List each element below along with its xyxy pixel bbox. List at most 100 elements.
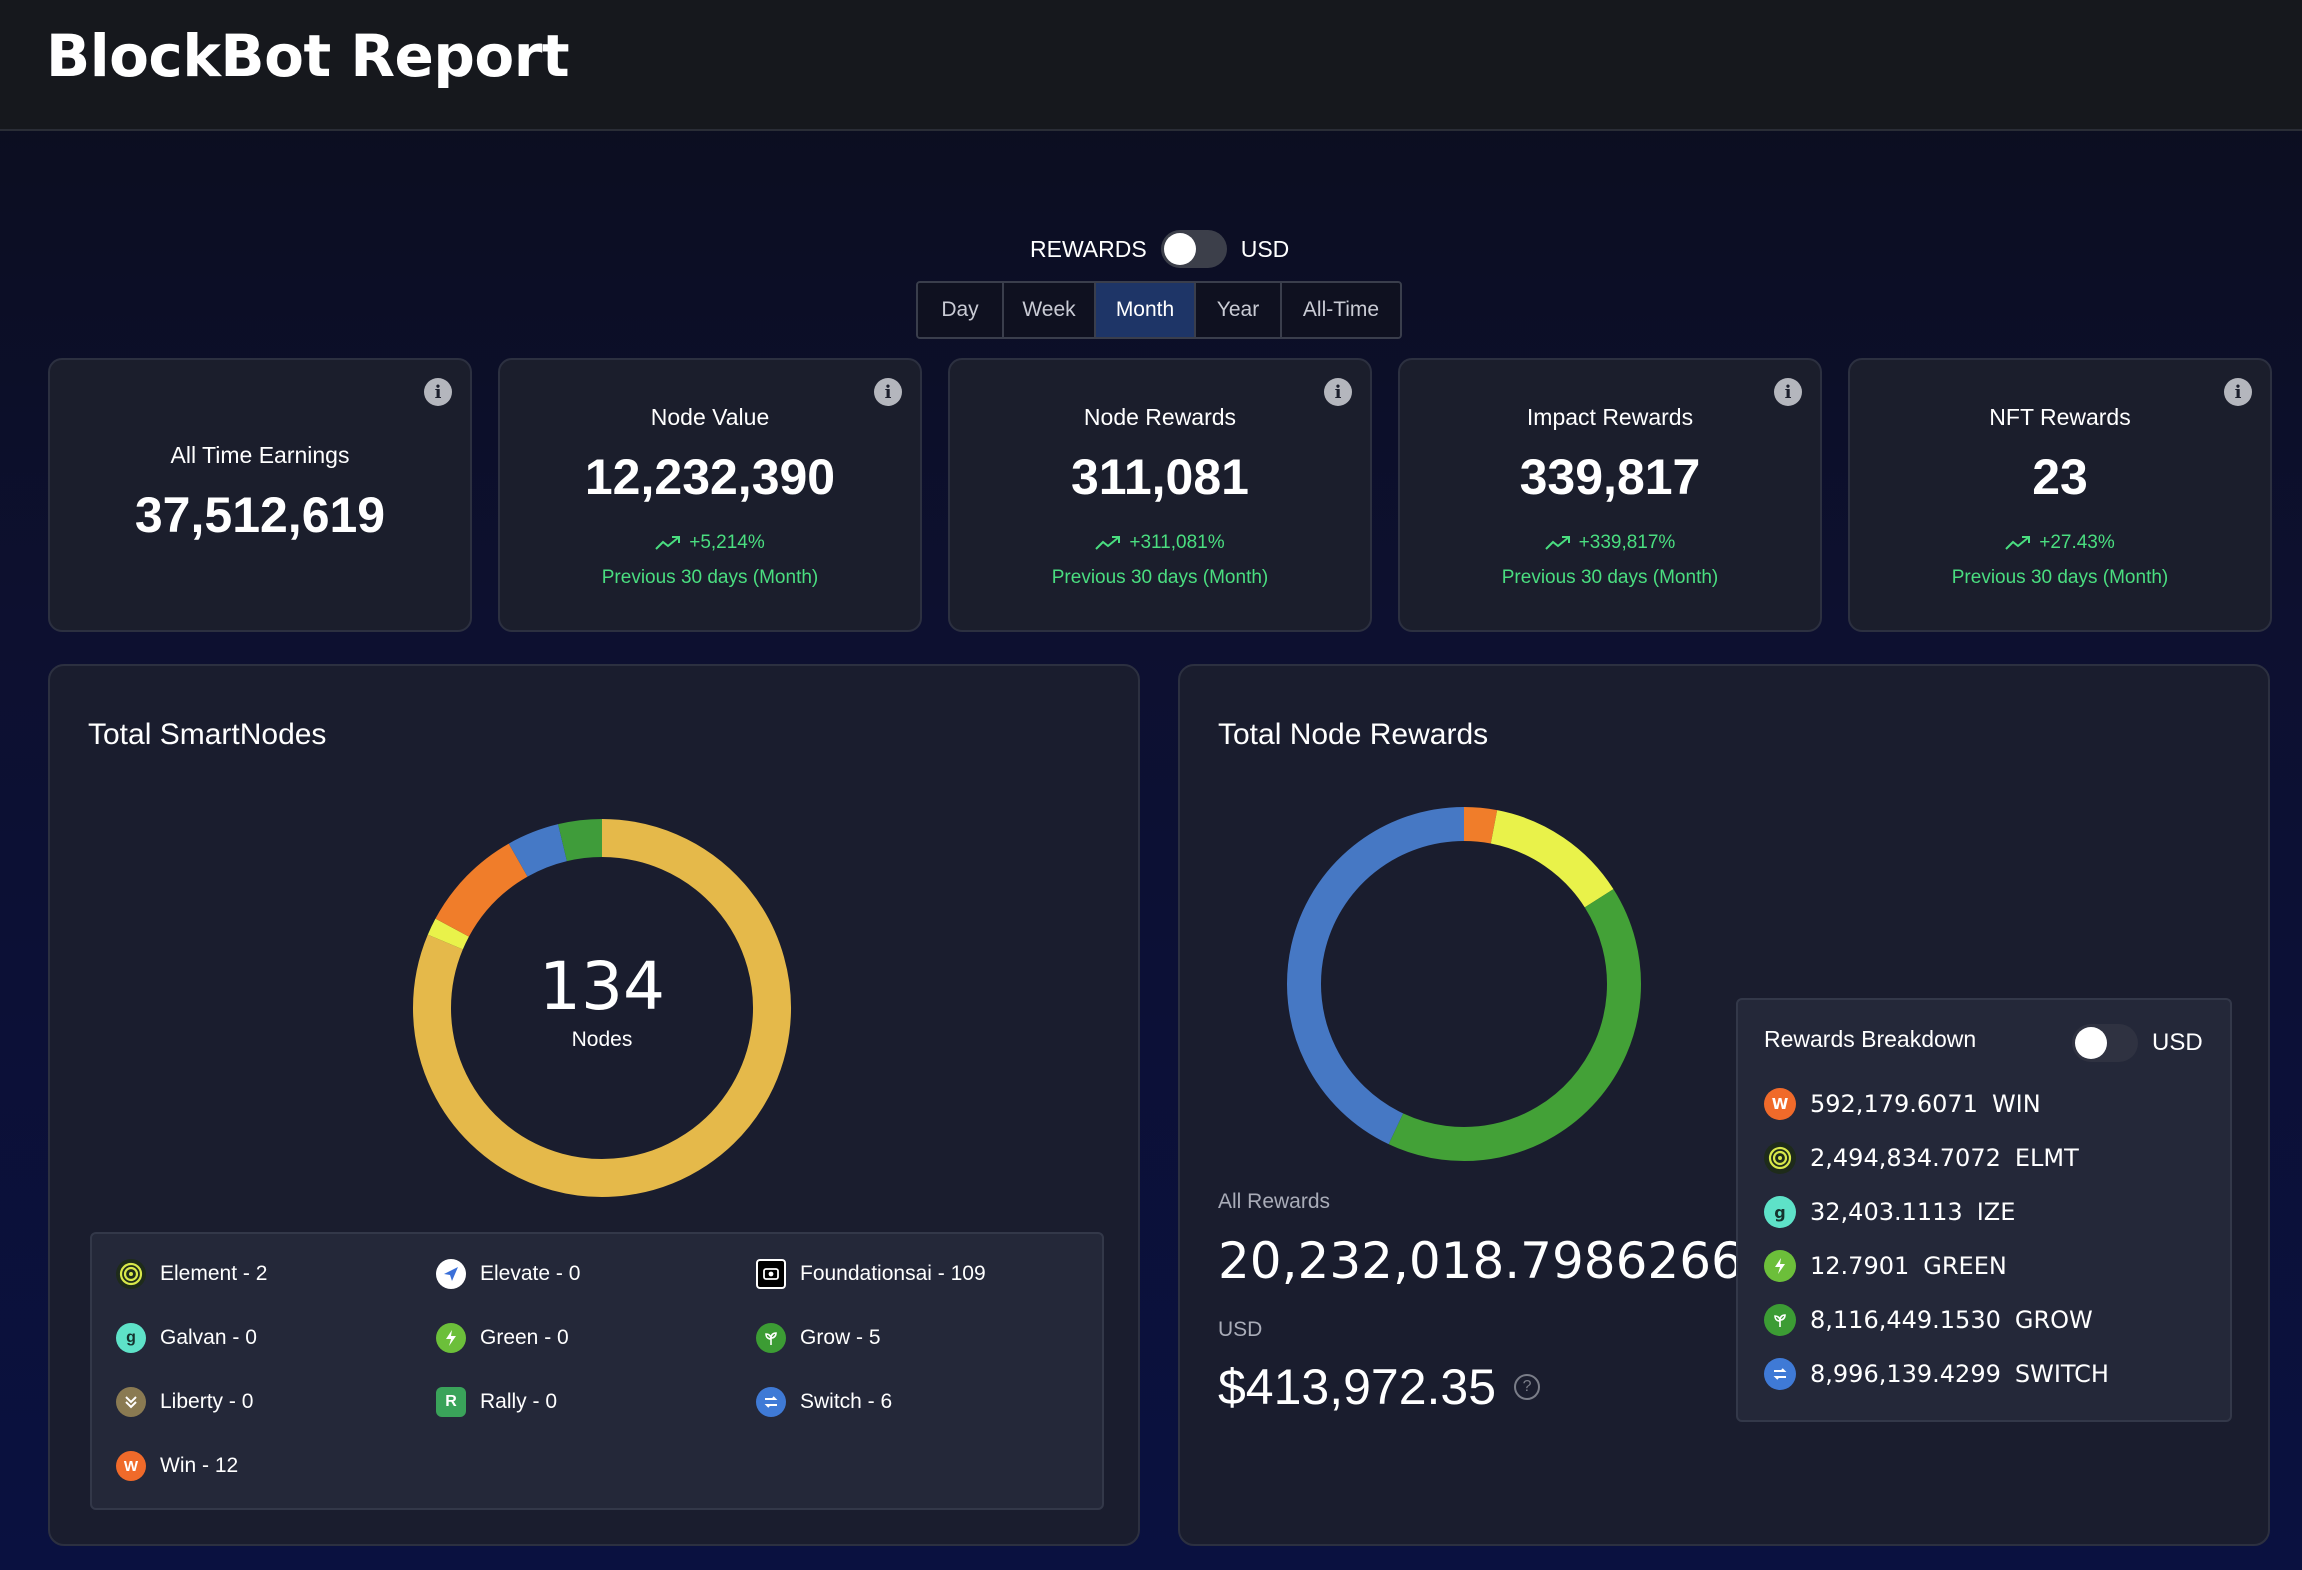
info-icon[interactable]: i bbox=[1774, 378, 1802, 406]
legend-item-rally: R Rally - 0 bbox=[436, 1386, 557, 1418]
stat-period: Previous 30 days (Month) bbox=[601, 567, 819, 588]
grow-icon bbox=[1764, 1304, 1796, 1336]
info-icon[interactable]: i bbox=[424, 378, 452, 406]
tab-month[interactable]: Month bbox=[1096, 283, 1196, 337]
panel-total-node-rewards: Total Node Rewards All Rewards 20,232,01… bbox=[1178, 664, 2270, 1546]
breakdown-token: GREEN bbox=[1923, 1252, 2007, 1280]
legend-label: Liberty - 0 bbox=[160, 1390, 254, 1413]
stat-value: 12,232,390 bbox=[584, 449, 836, 505]
node-rewards-slice-yellow bbox=[1490, 810, 1614, 908]
toggle-label-rewards: REWARDS bbox=[1030, 235, 1147, 262]
breakdown-row-ize: g 32,403.1113 IZE bbox=[1764, 1196, 2015, 1228]
panel-total-smartnodes: Total SmartNodes 134 Nodes Element - 2 E… bbox=[48, 664, 1140, 1546]
switch-icon bbox=[756, 1387, 786, 1417]
stat-label: NFT Rewards bbox=[1989, 404, 2131, 430]
stat-label: All Time Earnings bbox=[170, 442, 350, 468]
green-icon bbox=[436, 1323, 466, 1353]
liberty-icon bbox=[116, 1387, 146, 1417]
legend-item-switch: Switch - 6 bbox=[756, 1386, 892, 1418]
stat-label: Node Rewards bbox=[1083, 404, 1237, 430]
legend-label: Element - 2 bbox=[160, 1262, 268, 1285]
help-icon[interactable]: ? bbox=[1514, 1374, 1541, 1400]
tab-day[interactable]: Day bbox=[918, 283, 1004, 337]
top-bar: BlockBot Report bbox=[0, 0, 2302, 131]
stat-period: Previous 30 days (Month) bbox=[1051, 567, 1269, 588]
legend-item-element: Element - 2 bbox=[116, 1258, 267, 1290]
breakdown-title: Rewards Breakdown bbox=[1764, 1026, 1977, 1052]
info-icon[interactable]: i bbox=[2224, 378, 2252, 406]
green-icon bbox=[1764, 1250, 1796, 1282]
element-icon bbox=[1764, 1142, 1796, 1174]
all-rewards-value: 20,232,018.7986266 bbox=[1218, 1232, 1743, 1290]
breakdown-amount: 2,494,834.7072 bbox=[1810, 1144, 2001, 1172]
breakdown-token: SWITCH bbox=[2014, 1360, 2109, 1388]
breakdown-row-elmt: 2,494,834.7072 ELMT bbox=[1764, 1142, 2079, 1174]
breakdown-row-win: W 592,179.6071 WIN bbox=[1764, 1088, 2041, 1120]
page-title: BlockBot Report bbox=[46, 22, 570, 90]
legend-label: Rally - 0 bbox=[480, 1390, 558, 1413]
donut-center-value: 134 bbox=[539, 948, 665, 1025]
donut-center-label: Nodes bbox=[571, 1028, 633, 1051]
toggle-knob bbox=[2075, 1027, 2107, 1059]
breakdown-token: WIN bbox=[1991, 1090, 2041, 1118]
period-tabs: Day Week Month Year All-Time bbox=[916, 281, 1402, 339]
smartnodes-slice-switch bbox=[508, 824, 568, 877]
breakdown-amount: 8,116,449.1530 bbox=[1810, 1306, 2001, 1334]
breakdown-token: ELMT bbox=[2014, 1144, 2079, 1172]
switch-icon bbox=[1764, 1358, 1796, 1390]
stat-change-value: +5,214% bbox=[689, 532, 765, 553]
legend-label: Foundationsai - 109 bbox=[800, 1262, 986, 1285]
toggle-knob bbox=[1163, 233, 1196, 265]
legend-item-green: Green - 0 bbox=[436, 1322, 569, 1354]
stat-card-nft-rewards: i NFT Rewards 23 +27.43% Previous 30 day… bbox=[1848, 358, 2272, 632]
tab-year[interactable]: Year bbox=[1196, 283, 1282, 337]
smartnodes-slice-foundationsai bbox=[413, 819, 791, 1197]
stat-change: +5,214% bbox=[500, 532, 920, 554]
rewards-usd-toggle[interactable]: REWARDS USD bbox=[1030, 228, 1289, 270]
panel-title: Total Node Rewards bbox=[1218, 718, 1489, 751]
stat-period: Previous 30 days (Month) bbox=[1951, 567, 2169, 588]
breakdown-toggle-switch[interactable] bbox=[2072, 1024, 2138, 1062]
legend-label: Win - 12 bbox=[160, 1454, 239, 1477]
breakdown-amount: 8,996,139.4299 bbox=[1810, 1360, 2001, 1388]
info-icon[interactable]: i bbox=[874, 378, 902, 406]
breakdown-row-green: 12.7901 GREEN bbox=[1764, 1250, 2007, 1282]
panel-title: Total SmartNodes bbox=[88, 718, 327, 751]
stat-change-value: +27.43% bbox=[2039, 532, 2115, 553]
legend-label: Galvan - 0 bbox=[160, 1326, 257, 1349]
elevate-icon bbox=[436, 1259, 466, 1289]
stat-change: +311,081% bbox=[950, 532, 1370, 554]
trend-up-icon bbox=[2005, 535, 2031, 550]
node-rewards-slice-grow bbox=[1388, 889, 1641, 1161]
legend-item-galvan: g Galvan - 0 bbox=[116, 1322, 257, 1354]
breakdown-amount: 12.7901 bbox=[1810, 1252, 1910, 1280]
legend-item-win: W Win - 12 bbox=[116, 1450, 238, 1482]
breakdown-row-grow: 8,116,449.1530 GROW bbox=[1764, 1304, 2093, 1336]
tab-week[interactable]: Week bbox=[1004, 283, 1096, 337]
node-rewards-slice-switch bbox=[1287, 807, 1465, 1145]
tab-all-time[interactable]: All-Time bbox=[1282, 283, 1400, 337]
legend-label: Grow - 5 bbox=[800, 1326, 881, 1349]
stat-label: Impact Rewards bbox=[1526, 404, 1694, 430]
breakdown-amount: 32,403.1113 bbox=[1810, 1198, 1963, 1226]
legend-item-liberty: Liberty - 0 bbox=[116, 1386, 253, 1418]
usd-value-row: $413,972.35 ? bbox=[1218, 1358, 1541, 1416]
smartnodes-slice-yellow bbox=[427, 918, 470, 950]
toggle-label-usd: USD bbox=[1240, 235, 1290, 262]
stat-card-impact-rewards: i Impact Rewards 339,817 +339,817% Previ… bbox=[1398, 358, 1822, 632]
stat-period: Previous 30 days (Month) bbox=[1501, 567, 1719, 588]
galvan-icon: g bbox=[116, 1323, 146, 1353]
foundationsai-icon bbox=[756, 1259, 786, 1289]
stat-change-value: +311,081% bbox=[1129, 532, 1225, 553]
stat-card-all-time-earnings: i All Time Earnings 37,512,619 bbox=[48, 358, 472, 632]
breakdown-usd-toggle[interactable]: USD bbox=[2072, 1024, 2203, 1062]
smartnodes-slice-win bbox=[435, 843, 528, 938]
breakdown-row-switch: 8,996,139.4299 SWITCH bbox=[1764, 1358, 2109, 1390]
usd-label: USD bbox=[1218, 1318, 1263, 1341]
trend-up-icon bbox=[1095, 535, 1121, 550]
info-icon[interactable]: i bbox=[1324, 378, 1352, 406]
toggle-switch[interactable] bbox=[1160, 230, 1227, 268]
legend-item-grow: Grow - 5 bbox=[756, 1322, 881, 1354]
legend-item-foundationsai: Foundationsai - 109 bbox=[756, 1258, 986, 1290]
legend-item-elevate: Elevate - 0 bbox=[436, 1258, 580, 1290]
